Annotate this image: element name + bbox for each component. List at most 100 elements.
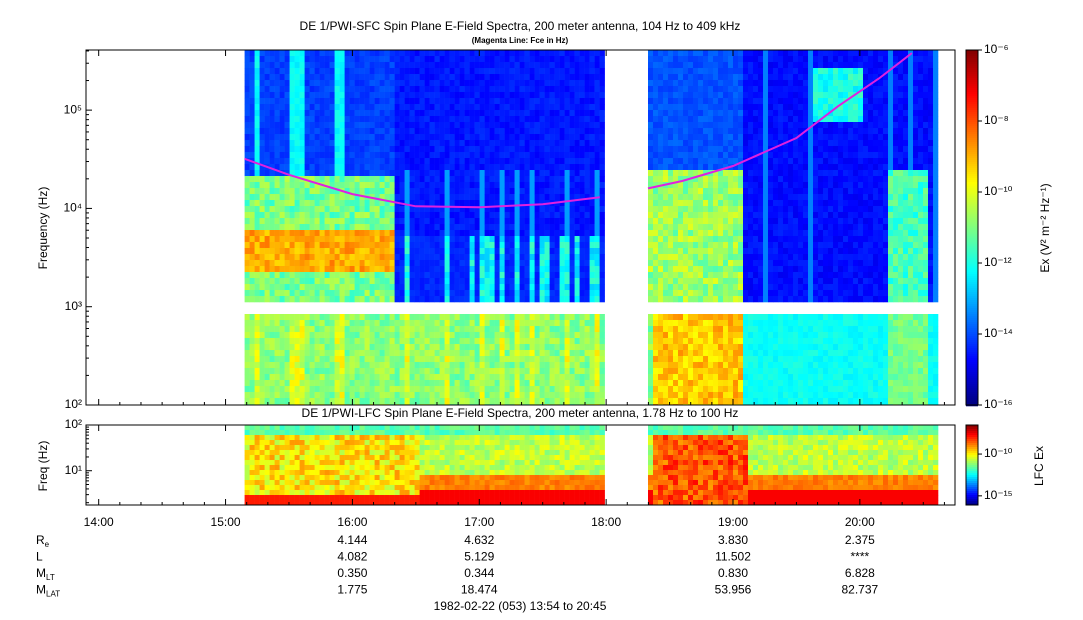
spectrogram-cell <box>279 392 285 399</box>
spectrogram-cell <box>678 92 684 99</box>
spectrogram-cell <box>289 242 295 249</box>
spectrogram-cell <box>334 146 340 153</box>
spectrogram-cell <box>534 188 540 195</box>
spectrogram-cell <box>359 326 365 333</box>
spectrogram-cell <box>434 368 440 375</box>
spectrogram-cell <box>444 242 450 249</box>
spectrogram-cell <box>524 386 530 393</box>
spectrogram-cell <box>264 374 270 381</box>
spectrogram-cell <box>319 260 325 267</box>
spectrogram-cell <box>299 248 305 255</box>
spectrogram-cell <box>574 68 580 75</box>
spectrogram-cell <box>394 128 400 135</box>
spectrogram-cell <box>319 74 325 81</box>
spectrogram-cell <box>294 194 300 201</box>
spectrogram-cell <box>554 122 560 129</box>
spectrogram-cell <box>459 110 465 117</box>
spectrogram-cell <box>284 326 290 333</box>
spectrogram-cell <box>519 248 525 255</box>
spectrogram-cell <box>504 254 510 261</box>
spectrogram-cell <box>374 122 380 129</box>
spectrogram-cell <box>648 152 654 159</box>
spectrogram-cell <box>429 266 435 273</box>
spectrogram-cell <box>419 134 425 141</box>
spectrogram-cell <box>683 266 689 273</box>
spectrogram-cell <box>449 236 455 243</box>
spectrogram-cell <box>574 98 580 105</box>
spectrogram-cell <box>299 314 305 321</box>
spectrogram-cell <box>399 254 405 261</box>
spectrogram-cell <box>693 212 699 219</box>
spectrogram-cell <box>404 188 410 195</box>
spectrogram-cell <box>579 356 585 363</box>
spectrogram-cell <box>534 122 540 129</box>
spectrogram-cell <box>389 332 395 339</box>
spectrogram-cell <box>708 386 714 393</box>
spectrogram-cell <box>354 230 360 237</box>
spectrogram-cell <box>334 170 340 177</box>
spectrogram-cell <box>379 104 385 111</box>
spectrogram-cell <box>274 224 280 231</box>
spectrogram-cell <box>274 260 280 267</box>
spectrogram-cell <box>663 350 669 357</box>
spectrogram-cell <box>544 146 550 153</box>
spectrogram-cell <box>683 86 689 93</box>
spectrogram-cell <box>658 272 664 279</box>
spectrogram-cell <box>349 140 355 147</box>
spectrogram-cell <box>439 110 445 117</box>
spectrogram-cell <box>434 200 440 207</box>
spectrogram-cell <box>698 116 704 123</box>
spectrogram-cell <box>574 296 580 303</box>
spectrogram-cell <box>349 170 355 177</box>
spectrogram-cell <box>414 368 420 375</box>
spectrogram-cell <box>349 128 355 135</box>
spectrogram-cell <box>329 80 335 87</box>
spectrogram-cell <box>648 278 654 285</box>
spectrogram-cell <box>549 344 555 351</box>
spectrogram-cell <box>653 80 659 87</box>
spectrogram-cell <box>509 278 515 285</box>
spectrogram-cell <box>254 206 260 213</box>
spectrogram-cell <box>414 290 420 297</box>
spectrogram-cell <box>304 170 310 177</box>
spectrogram-cell <box>304 266 310 273</box>
spectrogram-cell <box>564 50 570 57</box>
spectrogram-cell <box>474 122 480 129</box>
spectrogram-cell <box>369 182 375 189</box>
spectrogram-cell <box>713 80 719 87</box>
spectrogram-cell <box>688 50 694 57</box>
spectrogram-cell <box>324 110 330 117</box>
spectrogram-cell <box>444 248 450 255</box>
spectrogram-cell <box>574 314 580 321</box>
spectrogram-cell <box>594 212 600 219</box>
spectrogram-cell <box>269 392 275 399</box>
spectrogram-cell <box>344 290 350 297</box>
spectrogram-cell <box>519 218 525 225</box>
spectrogram-cell <box>564 200 570 207</box>
spectrogram-cell <box>384 296 390 303</box>
spectrogram-cell <box>514 74 520 81</box>
spectrogram-cell <box>599 62 605 69</box>
spectrogram-cell <box>409 332 415 339</box>
spectrogram-cell <box>354 206 360 213</box>
spectrogram-cell <box>489 200 495 207</box>
spectrogram-cell <box>429 50 435 57</box>
spectrogram-cell <box>424 254 430 261</box>
spectrogram-cell <box>364 296 370 303</box>
spectrogram-cell <box>564 242 570 249</box>
spectrogram-cell <box>269 278 275 285</box>
spectrogram-cell <box>484 212 490 219</box>
spectrogram-cell <box>514 296 520 303</box>
spectrogram-cell <box>549 56 555 63</box>
spectrogram-cell <box>349 74 355 81</box>
spectrogram-cell <box>673 86 679 93</box>
spectrogram-cell <box>469 362 475 369</box>
spectrogram-cell <box>589 170 595 177</box>
spectrogram-cell <box>319 206 325 213</box>
spectrogram-cell <box>339 80 345 87</box>
spectrogram-cell <box>339 92 345 99</box>
spectrogram-cell <box>264 362 270 369</box>
spectrogram-cell <box>309 278 315 285</box>
spectrogram-cell <box>339 212 345 219</box>
spectrogram-cell <box>509 398 515 405</box>
